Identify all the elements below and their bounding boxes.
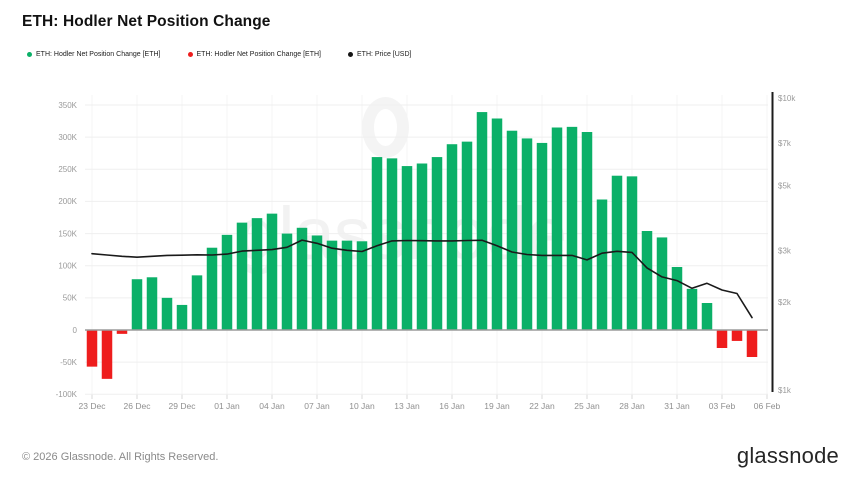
bar-21 Jan[interactable] (521, 138, 533, 330)
x-axis-label: 04 Jan (259, 401, 285, 411)
right-axis-label: $1k (778, 386, 792, 395)
bar-28 Dec[interactable] (161, 297, 173, 330)
bar-11 Jan[interactable] (371, 157, 383, 330)
bar-10 Jan[interactable] (356, 241, 368, 330)
bar-01 Feb[interactable] (686, 288, 698, 330)
x-axis-label: 31 Jan (664, 401, 690, 411)
left-axis-label: 300K (58, 133, 77, 142)
chart-canvas[interactable]: 23 Dec 26 Dec 29 Dec 01 Jan 04 Jan 07 Jan 10 J… (0, 0, 860, 420)
bar-01 Jan[interactable] (221, 234, 233, 330)
bar-06 Jan[interactable] (296, 227, 308, 330)
bar-04 Jan[interactable] (266, 213, 278, 330)
bar-14 Jan[interactable] (416, 163, 428, 331)
bar-03 Feb[interactable] (716, 330, 728, 348)
glassnode-logo[interactable]: glassnode (736, 443, 839, 468)
legend-item-label: ETH: Hodler Net Position Change [ETH] (36, 51, 161, 58)
bar-04 Feb[interactable] (731, 330, 743, 341)
bar-08 Jan[interactable] (326, 240, 338, 330)
legend-item-hodler-positive[interactable]: ETH: Hodler Net Position Change [ETH] (27, 51, 161, 58)
price-line[interactable] (91, 239, 753, 319)
bar-29 Jan[interactable] (641, 231, 653, 330)
x-axis-label: 19 Jan (484, 401, 510, 411)
bar-27 Dec[interactable] (146, 277, 158, 330)
left-axis-label: 150K (58, 229, 77, 238)
bar-20 Jan[interactable] (506, 130, 518, 330)
left-axis-label: 0 (73, 326, 78, 335)
bar-23 Jan[interactable] (551, 127, 563, 331)
x-axis-label: 10 Jan (349, 401, 375, 411)
x-axis-label: 07 Jan (304, 401, 330, 411)
x-axis-label: 26 Dec (124, 401, 152, 411)
bar-19 Jan[interactable] (491, 118, 503, 331)
red-dot-icon (187, 52, 193, 57)
bar-03 Jan[interactable] (251, 218, 263, 330)
bar-30 Jan[interactable] (656, 237, 668, 330)
bar-23 Dec[interactable] (86, 330, 98, 367)
left-axis-label: -100K (56, 390, 78, 399)
bar-16 Jan[interactable] (446, 144, 458, 330)
legend-item-price[interactable]: ETH: Price [USD] (348, 51, 411, 58)
bar-29 Dec[interactable] (176, 304, 188, 330)
bar-07 Jan[interactable] (311, 235, 323, 331)
bar-15 Jan[interactable] (431, 157, 443, 330)
x-axis-label: 16 Jan (439, 401, 465, 411)
x-axis-label: 29 Dec (169, 401, 197, 411)
copyright-text: © 2026 Glassnode. All Rights Reserved. (22, 451, 219, 463)
left-axis-label: 100K (58, 262, 77, 271)
left-axis-label: 200K (58, 197, 77, 206)
bar-24 Jan[interactable] (566, 126, 578, 330)
x-axis-label: 23 Dec (79, 401, 107, 411)
bar-25 Jan[interactable] (581, 132, 593, 330)
bar-12 Jan[interactable] (386, 158, 398, 330)
x-axis-label: 25 Jan (574, 401, 600, 411)
x-axis-label: 01 Jan (214, 401, 240, 411)
green-dot-icon (27, 52, 32, 57)
x-axis-label: 06 Feb (754, 401, 781, 411)
bar-18 Jan[interactable] (476, 112, 488, 330)
bar-05 Feb[interactable] (746, 330, 758, 357)
bar-26 Jan[interactable] (596, 199, 608, 331)
left-axis-label: 350K (58, 101, 77, 110)
black-dot-icon (348, 52, 353, 57)
bar-17 Jan[interactable] (461, 141, 473, 330)
bar-22 Jan[interactable] (536, 142, 548, 330)
right-axis-label: $7k (778, 139, 792, 148)
bar-02 Feb[interactable] (701, 303, 713, 330)
left-axis-label: 50K (63, 294, 78, 303)
bar-05 Jan[interactable] (281, 233, 293, 330)
right-axis-label: $5k (778, 182, 792, 191)
bar-27 Jan[interactable] (611, 175, 623, 330)
legend: ETH: Hodler Net Position Change [ETH] ET… (27, 51, 438, 58)
bar-02 Jan[interactable] (236, 222, 248, 330)
bar-30 Dec[interactable] (191, 275, 203, 330)
legend-item-hodler-negative[interactable]: ETH: Hodler Net Position Change [ETH] (187, 51, 322, 58)
bar-31 Jan[interactable] (671, 267, 683, 330)
x-axis-label: 22 Jan (529, 401, 555, 411)
right-axis-label: $2k (778, 298, 792, 307)
left-axis-label: -50K (60, 358, 78, 367)
page-title: ETH: Hodler Net Position Change (22, 13, 271, 30)
bar-13 Jan[interactable] (401, 166, 413, 330)
right-axis-label: $10k (778, 94, 796, 103)
x-axis-label: 28 Jan (619, 401, 645, 411)
x-axis-label: 13 Jan (394, 401, 420, 411)
bar-24 Dec[interactable] (101, 330, 113, 379)
right-axis-label: $3k (778, 246, 792, 255)
bar-25 Dec[interactable] (116, 330, 128, 334)
legend-item-label: ETH: Hodler Net Position Change [ETH] (196, 51, 322, 58)
left-axis-label: 250K (58, 165, 77, 174)
legend-item-label: ETH: Price [USD] (357, 51, 412, 58)
bar-31 Dec[interactable] (206, 247, 218, 330)
bar-09 Jan[interactable] (341, 240, 353, 330)
x-axis-label: 03 Feb (709, 401, 736, 411)
bar-26 Dec[interactable] (131, 279, 143, 330)
